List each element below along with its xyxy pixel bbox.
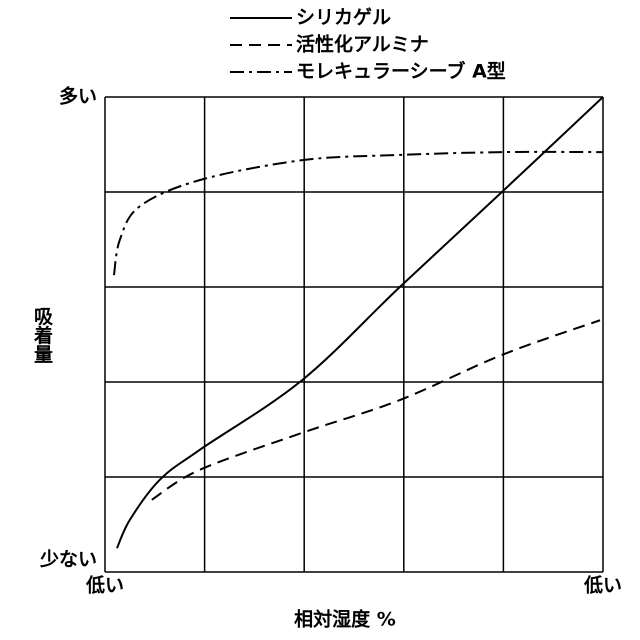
- x-tick-label: 低い: [85, 574, 124, 597]
- legend-label: 活性化アルミナ: [296, 33, 429, 56]
- line-series: [117, 97, 603, 548]
- line-series: [114, 152, 603, 275]
- legend-label: モレキュラーシーブ A型: [296, 60, 506, 83]
- legend-label: シリカゲル: [296, 7, 391, 29]
- y-tick-label: 少ない: [39, 549, 97, 571]
- chart: 相対湿度 % 吸着量 低い 低い 少ない 多い シリカゲル活性化アルミナモレキュラーシー…: [0, 0, 640, 640]
- y-tick-label: 多い: [59, 85, 97, 108]
- line-series: [152, 320, 600, 500]
- x-axis-label: 相対湿度 %: [294, 608, 396, 631]
- x-tick-label: 低い: [583, 574, 622, 597]
- y-axis-label: 吸着量: [31, 307, 53, 364]
